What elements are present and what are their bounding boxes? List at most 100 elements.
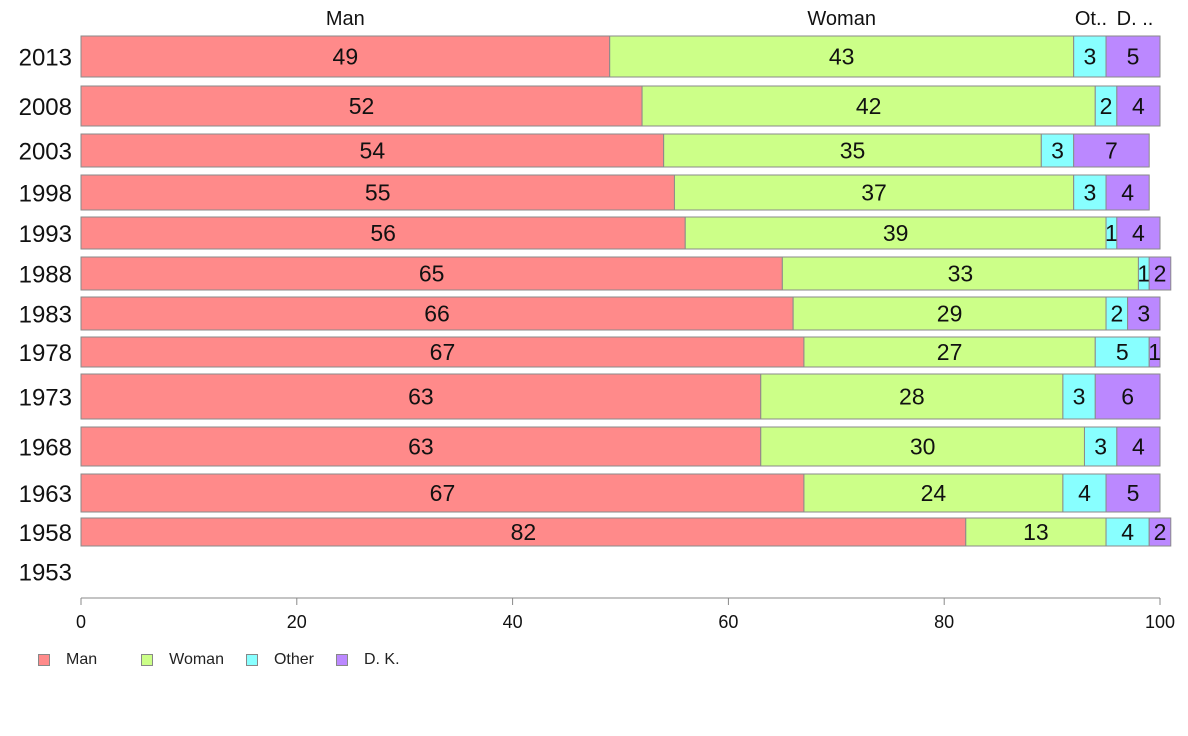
data-label: 30 bbox=[910, 434, 936, 460]
legend-swatch-woman bbox=[141, 654, 154, 666]
data-label: 3 bbox=[1083, 180, 1096, 206]
data-label: 5 bbox=[1127, 44, 1140, 70]
bar-segment-woman bbox=[803, 336, 1096, 368]
bar-segment-other bbox=[1073, 35, 1107, 78]
bar-segment-man bbox=[80, 85, 643, 127]
bar-segment-other bbox=[1062, 373, 1096, 420]
data-label: 1 bbox=[1105, 220, 1118, 246]
y-tick-label: 2003 bbox=[19, 139, 72, 166]
bar-segment-dk bbox=[1094, 373, 1161, 420]
y-tick-label: 2013 bbox=[19, 45, 72, 72]
data-label: 27 bbox=[937, 339, 963, 365]
top-labels: Man Woman Ot.. D. .. bbox=[326, 8, 1153, 30]
data-label: 3 bbox=[1051, 138, 1064, 164]
data-label: 54 bbox=[360, 138, 386, 164]
data-label: 4 bbox=[1121, 180, 1134, 206]
legend-label-woman: Woman bbox=[169, 651, 224, 668]
data-label: 63 bbox=[408, 384, 434, 410]
bar-segment-dk bbox=[1148, 256, 1172, 291]
bar-segment-dk bbox=[1116, 216, 1161, 250]
legend-item-man: Man bbox=[38, 651, 97, 669]
legend-item-other: Other bbox=[245, 651, 314, 669]
x-tick-label: 80 bbox=[934, 612, 954, 632]
data-label: 3 bbox=[1094, 434, 1107, 460]
y-axis-labels: 2013 2008 2003 1998 1993 1988 1983 1978 1973 1968… bbox=[19, 45, 72, 587]
data-label: 5 bbox=[1116, 339, 1129, 365]
bar-segment-other bbox=[1094, 336, 1150, 368]
y-tick-label: 1998 bbox=[19, 181, 72, 208]
data-label: 6 bbox=[1121, 384, 1134, 410]
data-label: 2 bbox=[1154, 261, 1167, 287]
data-label: 39 bbox=[883, 220, 909, 246]
bar-segment-dk bbox=[1073, 133, 1150, 168]
data-label: 4 bbox=[1121, 519, 1134, 545]
legend-swatch-other bbox=[245, 654, 258, 666]
data-label: 52 bbox=[349, 93, 375, 119]
bar-segment-man bbox=[80, 35, 611, 78]
bar-segment-dk bbox=[1116, 85, 1161, 127]
bar-segment-other bbox=[1073, 174, 1107, 211]
y-tick-label: 1953 bbox=[19, 560, 72, 587]
data-label: 2 bbox=[1154, 519, 1167, 545]
bar-segment-woman bbox=[684, 216, 1107, 250]
bar-segment-dk bbox=[1105, 35, 1161, 78]
bar-segment-woman bbox=[760, 373, 1064, 420]
bar-segment-dk bbox=[1148, 517, 1172, 547]
data-label: 35 bbox=[840, 138, 866, 164]
y-tick-label: 1958 bbox=[19, 520, 72, 547]
x-tick-label: 0 bbox=[76, 612, 86, 632]
bar-segment-dk bbox=[1116, 426, 1161, 467]
bar-segment-woman bbox=[641, 85, 1096, 127]
data-label: 5 bbox=[1127, 480, 1140, 506]
legend-label-man: Man bbox=[66, 651, 98, 668]
top-series-label: Man bbox=[326, 8, 365, 30]
y-tick-label: 1963 bbox=[19, 481, 72, 508]
y-tick-label: 1973 bbox=[19, 385, 72, 412]
data-label: 4 bbox=[1132, 93, 1145, 119]
data-label: 49 bbox=[333, 44, 359, 70]
data-label: 2 bbox=[1100, 93, 1113, 119]
bar-segment-dk bbox=[1105, 174, 1150, 211]
data-label: 1 bbox=[1148, 339, 1161, 365]
legend-item-woman: Woman bbox=[141, 651, 224, 669]
data-label: 63 bbox=[408, 434, 434, 460]
y-tick-label: 1993 bbox=[19, 221, 72, 248]
data-label: 56 bbox=[370, 220, 396, 246]
bar-segment-other bbox=[1083, 426, 1118, 467]
data-label: 24 bbox=[921, 480, 947, 506]
y-tick-label: 1978 bbox=[19, 340, 72, 367]
legend-label-other: Other bbox=[273, 651, 314, 668]
bar-segment-man bbox=[80, 133, 665, 168]
data-label: 3 bbox=[1073, 384, 1086, 410]
bar-segment-dk bbox=[1127, 296, 1161, 331]
data-label: 13 bbox=[1023, 519, 1049, 545]
bar-segment-man bbox=[80, 216, 686, 250]
bar-segment-man bbox=[80, 256, 783, 291]
bar-segment-other bbox=[1040, 133, 1075, 168]
bar-segment-woman bbox=[663, 133, 1042, 168]
bar-segment-man bbox=[80, 336, 805, 368]
data-label: 2 bbox=[1110, 301, 1123, 327]
y-tick-label: 1988 bbox=[19, 262, 72, 289]
legend-swatch-man bbox=[38, 654, 50, 666]
data-label: 42 bbox=[856, 93, 882, 119]
bar-segment-man bbox=[80, 426, 762, 467]
data-label: 4 bbox=[1078, 480, 1091, 506]
legend: Man Woman Other D. K. bbox=[38, 651, 422, 669]
data-label: 55 bbox=[365, 180, 391, 206]
x-axis: 0 20 40 60 80 100 bbox=[76, 597, 1175, 632]
x-tick-label: 100 bbox=[1145, 612, 1175, 632]
y-tick-label: 1983 bbox=[19, 302, 72, 329]
y-tick-label: 2008 bbox=[19, 94, 72, 121]
top-series-label: Woman bbox=[807, 8, 876, 30]
top-series-label: Ot.. bbox=[1075, 8, 1107, 30]
bar-segment-man bbox=[80, 174, 675, 211]
bar-segment-woman bbox=[609, 35, 1075, 78]
data-label: 3 bbox=[1137, 301, 1150, 327]
data-label: 4 bbox=[1132, 220, 1145, 246]
x-tick-label: 20 bbox=[287, 612, 307, 632]
bar-segment-dk bbox=[1105, 473, 1161, 513]
data-label: 67 bbox=[430, 480, 456, 506]
bar-segment-man bbox=[80, 296, 794, 331]
bar-segment-woman bbox=[781, 256, 1139, 291]
